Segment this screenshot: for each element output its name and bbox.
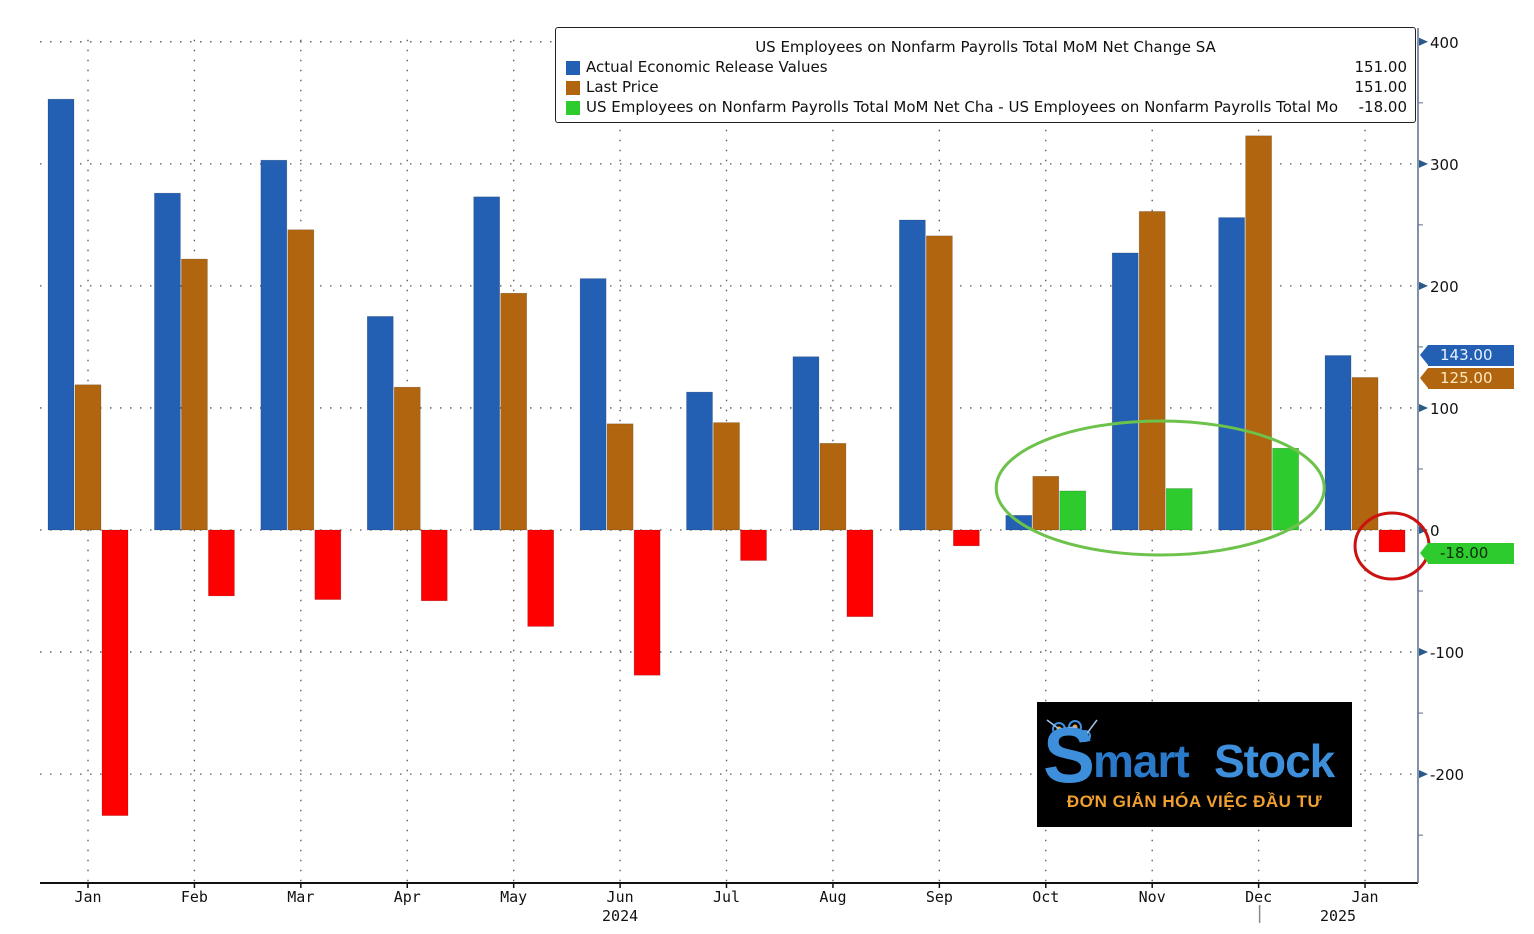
legend-swatch-blue [566,61,580,75]
y-tick-label: 0 [1430,522,1440,540]
bar-actual [792,356,820,531]
bar-last-price [606,423,634,531]
bar-last-price [1351,377,1379,531]
bar-last-price [500,292,527,531]
legend-item-difference: US Employees on Nonfarm Payrolls Total M… [566,98,1407,118]
x-tick-label: Aug [819,888,846,906]
y-tick-label: 400 [1430,34,1459,52]
x-tick-label: Jun [607,888,634,906]
bar-actual [260,159,288,531]
bar-last-price [819,443,847,531]
y-tick-marker [1419,648,1428,657]
value-tag-last-price: 125.00 [1420,368,1514,389]
x-tick-label: Jul [713,888,740,906]
chart-title: US Employees on Nonfarm Payrolls Total M… [755,38,1216,56]
bar-actual [686,391,713,531]
x-tick-label: Dec [1245,888,1272,906]
bar-last-price [926,235,953,531]
bar-difference-negative [953,529,980,547]
bar-actual [47,98,75,531]
bar-last-price [393,386,421,531]
highlight-ellipse [994,419,1326,557]
bar-last-price [713,422,740,531]
bar-actual [366,316,394,531]
smartstock-logo: S mart Stock ĐƠN GIẢN HÓA VIỆC ĐẦU TƯ [1037,702,1352,827]
y-tick-marker [1419,770,1428,779]
bar-last-price [74,384,102,531]
bar-actual [1324,355,1352,531]
logo-s: S [1043,711,1096,799]
y-tick-label: 100 [1430,400,1459,418]
x-tick-label: Jan [74,888,101,906]
bar-difference-positive [1059,490,1087,531]
legend-label: US Employees on Nonfarm Payrolls Total M… [586,98,1339,116]
y-tick-label: -200 [1430,766,1464,784]
legend-value: 151.00 [1354,78,1408,96]
logo-mart: mart [1093,735,1190,787]
logo-tagline: ĐƠN GIẢN HÓA VIỆC ĐẦU TƯ [1066,792,1323,811]
y-tick-marker [1419,159,1428,168]
x-tick-label: Mar [287,888,314,906]
y-tick-label: 200 [1430,278,1459,296]
legend: US Employees on Nonfarm Payrolls Total M… [555,27,1416,123]
y-tick-marker [1419,281,1428,290]
bar-difference-negative [740,529,767,561]
bar-difference-negative [1378,529,1406,553]
bar-difference-negative [208,529,235,597]
x-tick-label: Feb [181,888,208,906]
bar-actual [1111,252,1139,531]
value-tag-actual: 143.00 [1420,345,1514,366]
bar-difference-negative [420,529,448,602]
bar-last-price [287,229,315,531]
x-tick-label: Oct [1032,888,1059,906]
x-tick-label: Apr [394,888,421,906]
legend-value: -18.00 [1358,98,1407,116]
y-tick-marker [1419,403,1428,412]
bar-difference-negative [101,529,129,816]
legend-swatch-orange [566,81,580,95]
bar-difference-negative [633,529,661,676]
bar-difference-positive [1272,447,1299,531]
year-label: 2025 [1320,907,1356,925]
legend-label: Actual Economic Release Values [586,58,828,76]
bar-last-price [1245,135,1272,531]
axes: 400 300 200 100 0 -100 -200 Jan Feb Mar Apr May Jun J… [40,28,1464,925]
bar-difference-negative [846,529,874,617]
year-label: 2024 [602,907,638,925]
y-tick-label: 300 [1430,156,1459,174]
bar-last-price [1032,475,1060,531]
bar-actual [899,219,926,531]
bar-actual [154,192,181,531]
bar-difference-negative [527,529,554,627]
bar-actual [1218,217,1245,531]
bar-last-price [1138,211,1166,531]
bar-actual [579,278,607,531]
y-tick-label: -100 [1430,644,1464,662]
bar-actual [473,196,500,531]
x-tick-label: Jan [1351,888,1378,906]
value-tag-difference: -18.00 [1420,543,1514,564]
legend-swatch-green [566,101,580,115]
legend-item-last-price: Last Price 151.00 [566,78,1407,98]
bar-last-price [181,258,208,531]
logo-stock: Stock [1214,735,1335,787]
bars [47,98,1406,816]
x-tick-label: May [500,888,527,906]
bar-difference-positive [1165,488,1193,531]
bar-difference-negative [314,529,342,600]
y-tick-marker [1419,37,1428,46]
legend-item-actual: Actual Economic Release Values 151.00 [566,58,1407,78]
legend-label: Last Price [586,78,659,96]
x-tick-label: Nov [1139,888,1166,906]
gears-icon [1046,719,1098,742]
x-tick-label: Sep [926,888,953,906]
legend-value: 151.00 [1354,58,1408,76]
